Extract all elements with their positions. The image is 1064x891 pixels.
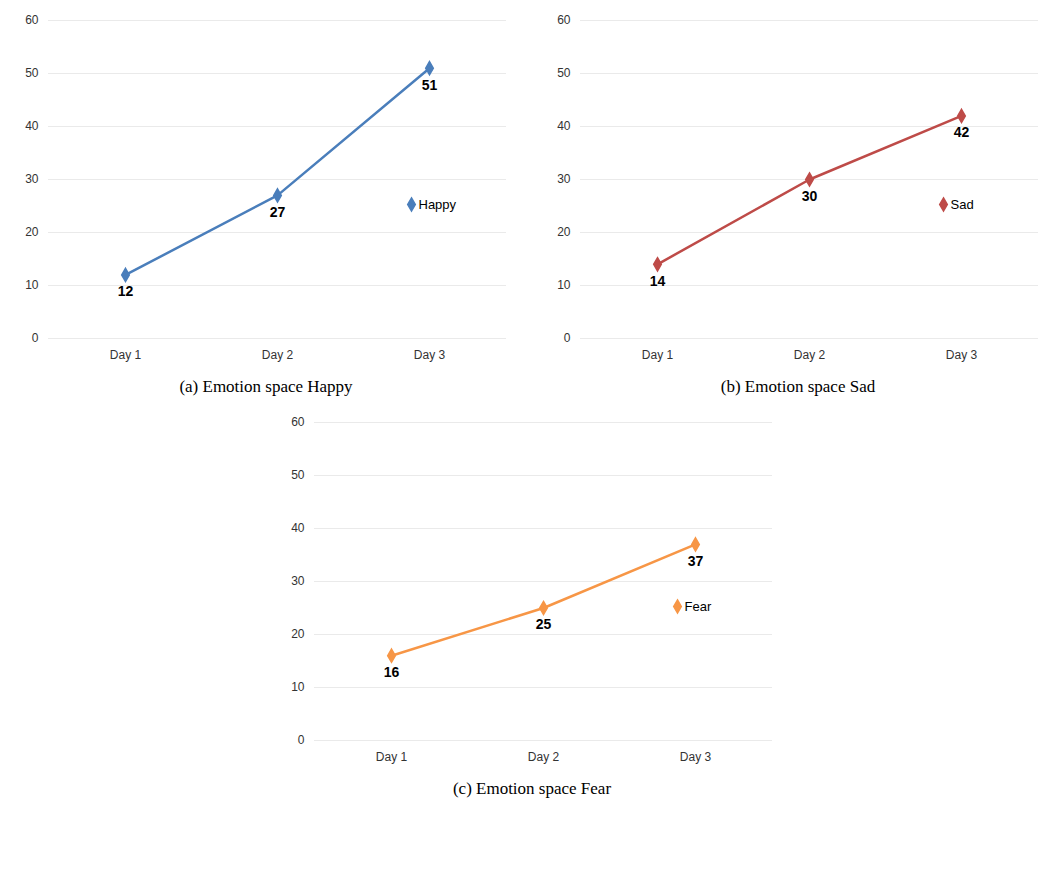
svg-text:50: 50	[25, 66, 39, 80]
svg-text:14: 14	[650, 273, 666, 289]
svg-text:Happy: Happy	[419, 197, 457, 212]
svg-text:30: 30	[25, 172, 39, 186]
svg-text:Day 2: Day 2	[528, 750, 560, 764]
svg-text:30: 30	[802, 188, 818, 204]
svg-text:16: 16	[384, 664, 400, 680]
svg-text:20: 20	[25, 225, 39, 239]
svg-text:Sad: Sad	[951, 197, 974, 212]
svg-text:50: 50	[291, 468, 305, 482]
svg-text:10: 10	[557, 278, 571, 292]
svg-text:0: 0	[564, 331, 571, 345]
svg-text:Day 2: Day 2	[262, 348, 294, 362]
svg-text:60: 60	[291, 415, 305, 429]
html-text:(c) Emotion space Fear: (c) Emotion space Fear	[452, 779, 612, 798]
svg-text:Day 3: Day 3	[414, 348, 446, 362]
svg-text:Day 3: Day 3	[680, 750, 712, 764]
svg-text:Day 3: Day 3	[946, 348, 978, 362]
svg-text:51: 51	[422, 77, 438, 93]
svg-text:40: 40	[291, 521, 305, 535]
svg-text:60: 60	[25, 13, 39, 27]
svg-text:0: 0	[32, 331, 39, 345]
svg-text:Day 1: Day 1	[110, 348, 142, 362]
svg-text:30: 30	[557, 172, 571, 186]
svg-text:12: 12	[118, 283, 134, 299]
svg-text:42: 42	[954, 124, 970, 140]
svg-text:20: 20	[291, 627, 305, 641]
svg-text:10: 10	[25, 278, 39, 292]
svg-text:0: 0	[298, 733, 305, 747]
svg-text:60: 60	[557, 13, 571, 27]
svg-text:27: 27	[270, 204, 286, 220]
svg-text:Day 2: Day 2	[794, 348, 826, 362]
svg-text:30: 30	[291, 574, 305, 588]
html-text:(a) Emotion space Happy: (a) Emotion space Happy	[179, 377, 353, 396]
svg-text:10: 10	[291, 680, 305, 694]
html-text:(b) Emotion space Sad: (b) Emotion space Sad	[720, 377, 876, 396]
svg-text:40: 40	[25, 119, 39, 133]
svg-text:50: 50	[557, 66, 571, 80]
svg-text:20: 20	[557, 225, 571, 239]
svg-text:Day 1: Day 1	[376, 750, 408, 764]
svg-text:Day 1: Day 1	[642, 348, 674, 362]
svg-text:40: 40	[557, 119, 571, 133]
svg-text:37: 37	[688, 553, 704, 569]
svg-text:Fear: Fear	[685, 599, 712, 614]
svg-text:25: 25	[536, 616, 552, 632]
